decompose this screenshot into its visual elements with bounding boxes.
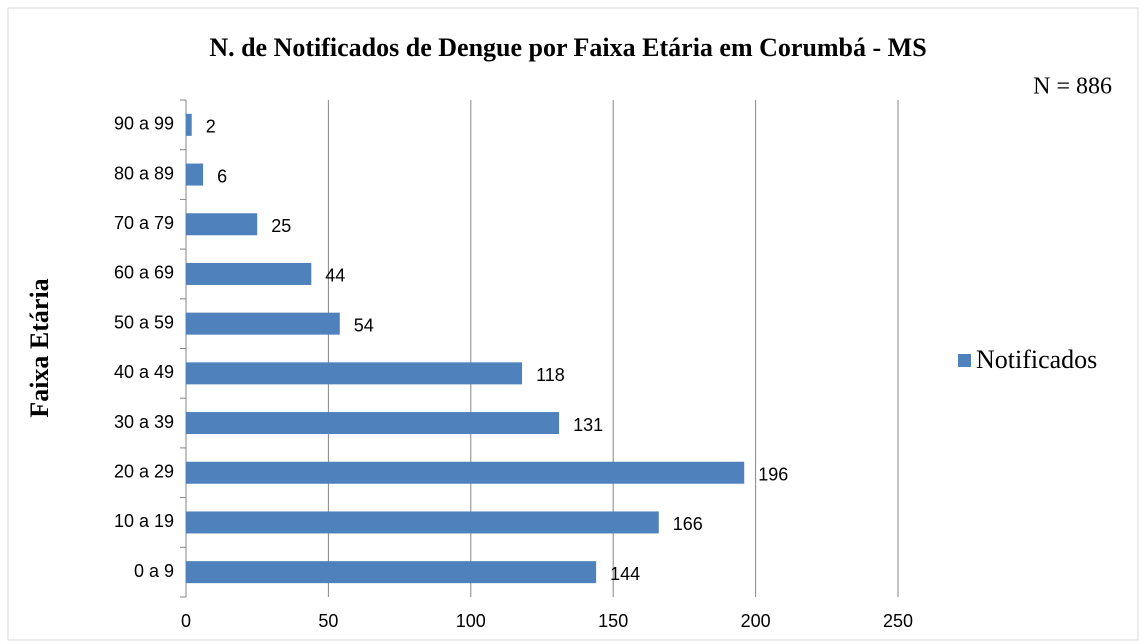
bar	[186, 312, 340, 335]
data-label: 118	[536, 365, 565, 385]
y-tick-label: 20 a 29	[114, 462, 174, 482]
bar	[186, 213, 258, 236]
x-tick-label: 150	[598, 611, 628, 631]
x-tick-label: 250	[883, 611, 913, 631]
bar	[186, 163, 204, 186]
annotation: N = 886	[1033, 74, 1112, 100]
bar	[186, 561, 597, 584]
y-axis-label: Faixa Etária	[25, 278, 54, 417]
data-label: 166	[673, 514, 703, 534]
bar	[186, 113, 192, 136]
x-tick-label: 200	[741, 611, 771, 631]
data-label: 25	[271, 216, 291, 236]
bar	[186, 511, 659, 534]
y-tick-label: 90 a 99	[114, 114, 174, 134]
y-tick-label: 30 a 39	[114, 412, 174, 432]
data-label: 196	[758, 465, 788, 485]
legend-swatch	[958, 354, 971, 367]
chart-title: N. de Notificados de Dengue por Faixa Et…	[209, 33, 926, 62]
chart-frame	[7, 7, 1139, 641]
data-label: 44	[325, 266, 345, 286]
bar	[186, 412, 560, 435]
bar	[186, 362, 523, 385]
data-label: 144	[610, 564, 640, 584]
y-tick-label: 10 a 19	[114, 511, 174, 531]
x-tick-label: 0	[181, 611, 191, 631]
data-label: 6	[217, 166, 227, 186]
data-label: 2	[206, 117, 216, 137]
data-label: 54	[354, 315, 374, 335]
bar	[186, 461, 745, 484]
data-label: 131	[573, 415, 603, 435]
y-tick-label: 0 a 9	[134, 561, 174, 581]
y-tick-label: 40 a 49	[114, 362, 174, 382]
y-tick-label: 80 a 89	[114, 163, 174, 183]
y-tick-label: 70 a 79	[114, 213, 174, 233]
y-tick-label: 50 a 59	[114, 312, 174, 332]
x-tick-label: 50	[318, 611, 338, 631]
bar	[186, 262, 312, 285]
x-tick-label: 100	[456, 611, 486, 631]
legend-label: Notificados	[976, 345, 1097, 374]
y-tick-label: 60 a 69	[114, 263, 174, 283]
